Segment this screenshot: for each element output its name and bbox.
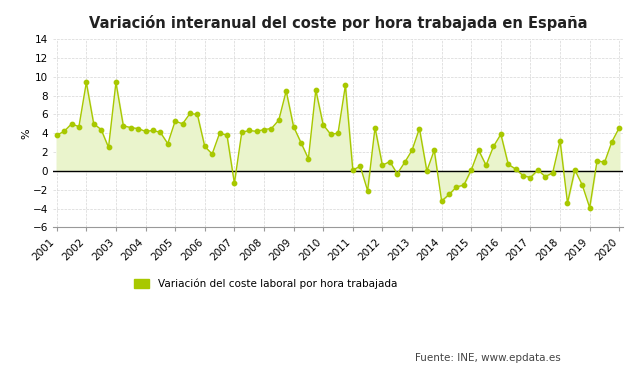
Point [562, 200, 572, 206]
Point [111, 80, 121, 86]
Point [399, 159, 410, 165]
Point [229, 180, 239, 186]
Point [133, 126, 144, 132]
Point [266, 126, 276, 132]
Point [170, 118, 181, 124]
Point [510, 166, 521, 172]
Point [185, 111, 195, 117]
Point [385, 159, 395, 165]
Point [214, 130, 225, 136]
Point [251, 128, 262, 134]
Point [599, 159, 609, 165]
Point [488, 144, 498, 150]
Legend: Variación del coste laboral por hora trabajada: Variación del coste laboral por hora tra… [130, 274, 401, 293]
Point [444, 192, 454, 198]
Point [362, 188, 373, 194]
Point [614, 124, 625, 130]
Point [333, 130, 343, 136]
Point [192, 111, 202, 117]
Point [592, 158, 602, 164]
Point [103, 144, 114, 150]
Point [436, 198, 447, 204]
Point [525, 174, 535, 180]
Point [59, 128, 69, 134]
Point [96, 126, 106, 132]
Text: Fuente: INE, www.epdata.es: Fuente: INE, www.epdata.es [415, 353, 560, 363]
Point [81, 80, 91, 86]
Point [518, 172, 528, 178]
Point [140, 128, 151, 134]
Point [496, 131, 506, 137]
Point [52, 132, 62, 138]
Point [74, 124, 84, 130]
Point [222, 132, 232, 138]
Point [466, 167, 477, 173]
Point [237, 129, 247, 135]
Point [274, 117, 284, 123]
Point [407, 147, 417, 153]
Point [414, 126, 424, 132]
Point [66, 121, 77, 127]
Point [288, 124, 299, 130]
Point [555, 138, 565, 144]
Point [547, 170, 558, 176]
Point [126, 124, 136, 130]
Point [259, 126, 269, 132]
Point [473, 147, 484, 153]
Point [584, 205, 595, 211]
Point [311, 87, 321, 93]
Point [607, 139, 617, 145]
Point [422, 168, 432, 174]
Point [377, 162, 387, 168]
Point [244, 128, 255, 134]
Point [540, 174, 551, 180]
Y-axis label: %: % [22, 128, 31, 139]
Title: Variación interanual del coste por hora trabajada en España: Variación interanual del coste por hora … [89, 15, 587, 31]
Point [481, 162, 491, 168]
Point [340, 82, 350, 88]
Point [200, 144, 210, 150]
Point [451, 184, 461, 190]
Point [370, 124, 380, 130]
Point [318, 122, 329, 128]
Point [177, 121, 188, 127]
Point [163, 141, 173, 147]
Point [503, 161, 514, 167]
Point [207, 151, 218, 157]
Point [570, 167, 580, 173]
Point [355, 163, 366, 169]
Point [148, 128, 158, 134]
Point [459, 182, 469, 188]
Point [325, 131, 336, 137]
Point [577, 182, 588, 188]
Point [303, 156, 313, 162]
Point [296, 140, 306, 146]
Point [89, 121, 99, 127]
Point [281, 88, 292, 94]
Point [155, 129, 165, 135]
Point [533, 167, 543, 173]
Point [429, 147, 440, 153]
Point [348, 167, 358, 173]
Point [392, 171, 403, 177]
Point [118, 123, 128, 129]
